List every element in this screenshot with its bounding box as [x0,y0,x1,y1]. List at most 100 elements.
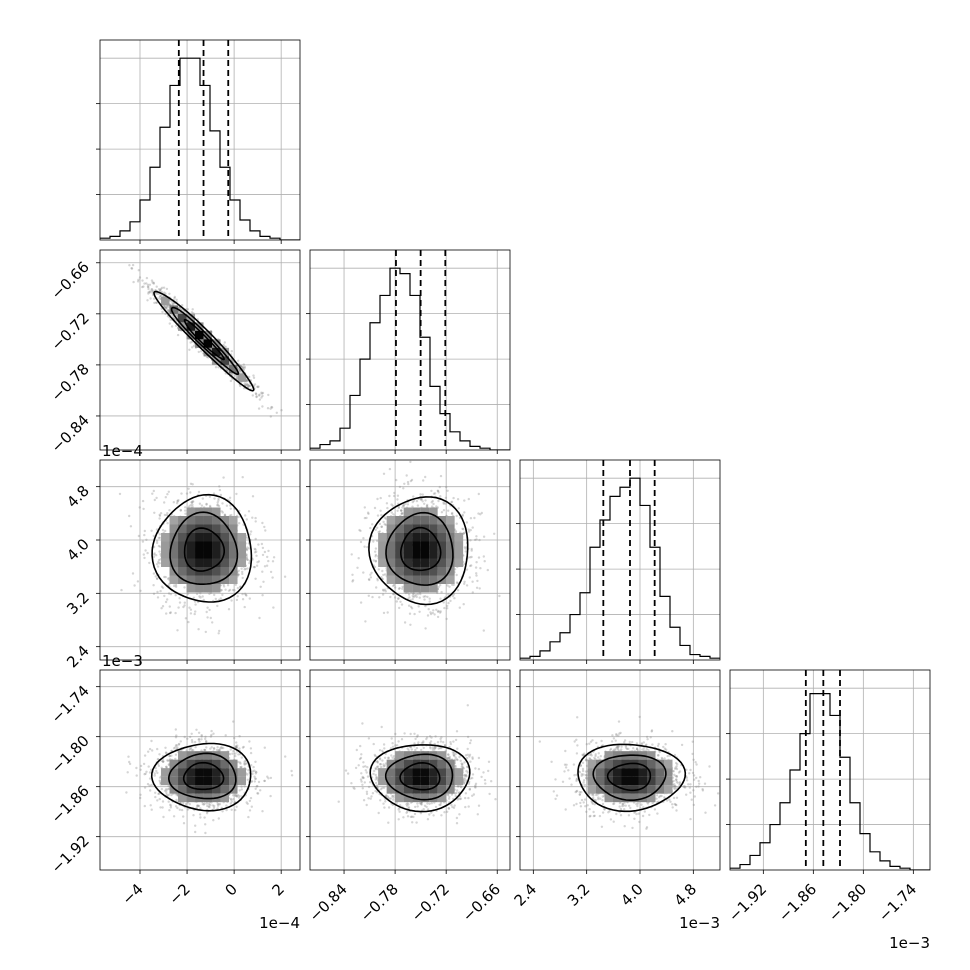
sample-point [220,746,223,749]
sample-point [356,566,359,569]
sample-point [135,774,138,777]
density-cell [195,533,204,542]
sample-point [475,574,478,577]
sample-point [143,773,146,776]
sample-point [419,592,422,596]
sample-point [266,555,269,559]
sample-point [218,485,221,488]
sample-point [473,538,477,542]
sample-point [474,566,478,569]
sample-point [444,502,447,505]
density-cell [203,584,213,593]
sample-point [418,610,421,613]
sample-point [403,621,407,624]
sample-point [243,382,246,385]
sample-point [225,808,228,812]
sample-point [251,495,255,498]
sample-point [447,601,450,605]
density-cell [386,533,396,542]
sample-point [243,605,246,609]
sample-point [401,587,404,590]
sample-point [252,565,256,569]
sample-point [392,584,395,588]
sample-point [436,615,440,619]
sample-point [219,747,222,750]
sample-point [241,365,245,369]
sample-point [222,476,225,479]
sample-point [194,830,197,834]
sample-point [158,517,161,520]
density-cell [420,584,430,593]
sample-point [395,600,398,603]
sample-point [169,806,172,809]
sample-point [440,511,444,514]
sample-point [159,287,163,290]
sample-point [410,607,414,610]
sample-point [236,586,240,590]
sample-point [398,587,401,590]
sample-point [141,285,144,289]
sample-point [176,629,179,632]
density-cell [212,347,221,357]
sample-point [220,588,223,592]
sample-point [225,368,228,372]
sample-point [149,290,152,293]
density-cell [229,541,238,550]
sample-point [475,538,478,541]
sample-point [424,475,427,479]
sample-point [401,511,404,515]
density-cell [229,524,238,533]
density-cell [437,558,447,567]
sample-point [439,597,442,600]
sample-point [437,609,440,613]
sample-point [253,383,257,386]
sample-point [157,561,160,564]
sample-point [166,577,170,580]
density-cell [378,533,387,542]
sample-point [438,485,441,489]
sample-point [138,506,141,509]
density-cell [420,507,430,516]
sample-point [416,593,419,596]
sample-point [261,594,264,597]
histogram-step [520,477,720,659]
sample-point [199,596,202,599]
sample-point [168,509,171,512]
density-cell [186,507,196,516]
sample-point [163,291,166,294]
sample-point [129,525,133,528]
sample-point [463,499,466,502]
sample-point [158,779,161,782]
sample-point [212,806,216,809]
sample-point [241,476,244,479]
sample-point [243,592,247,595]
sample-point [163,501,166,504]
sample-point [152,555,156,558]
sample-point [430,501,433,504]
sample-point [176,333,180,337]
sample-point [259,585,262,588]
sample-point [467,530,471,533]
density-cell [403,558,413,567]
sample-point [160,585,164,588]
sample-point [433,613,436,616]
sample-point [192,500,195,503]
sample-point [240,785,243,788]
sample-point [376,514,380,517]
sample-point [155,577,159,581]
histogram-panel-2 [516,459,721,664]
sample-point [253,565,256,569]
sample-point [230,800,233,803]
sample-point [255,395,258,398]
sample-point [378,530,381,533]
sample-point [231,588,235,592]
sample-point [451,594,455,598]
sample-point [469,556,472,559]
density-cell [220,550,230,559]
sample-point [367,578,371,581]
sample-point [450,501,453,504]
sample-point [141,279,144,282]
sample-point [146,283,150,286]
sample-point [401,504,405,507]
